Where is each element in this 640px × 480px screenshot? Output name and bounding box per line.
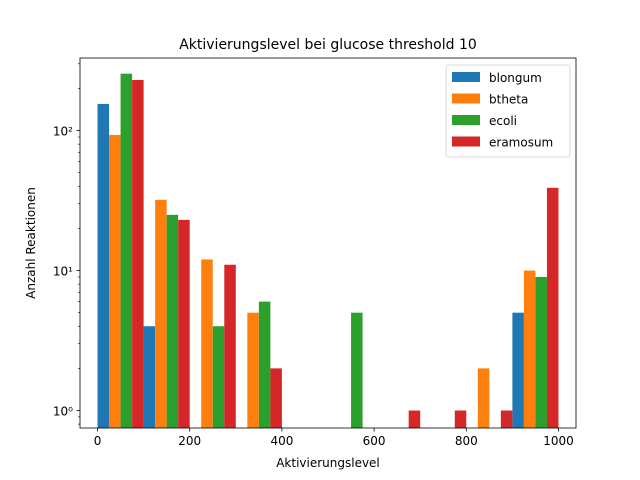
legend-label-blongum: blongum [489, 71, 542, 85]
bar-ecoli-250 [212, 326, 225, 428]
x-tick-label-400: 400 [270, 434, 293, 448]
legend-box [445, 64, 571, 158]
bars-layer [97, 73, 559, 429]
y-tick-label-1: 10⁰ [53, 405, 73, 419]
plot-frame [79, 57, 577, 429]
legend-swatch-ecoli [452, 115, 480, 125]
bar-btheta-50 [109, 134, 121, 429]
bar-btheta-150 [155, 199, 167, 428]
bar-eramosum-350 [270, 368, 282, 428]
legend-label-ecoli: ecoli [489, 114, 517, 128]
legend-swatch-blongum [452, 72, 480, 82]
x-tick-label-800: 800 [455, 434, 478, 448]
x-tick-label-200: 200 [178, 434, 201, 448]
bar-ecoli-950 [535, 276, 547, 428]
y-tick-label-10: 10¹ [53, 265, 73, 279]
bar-eramosum-850 [500, 410, 513, 428]
bar-eramosum-150 [178, 219, 190, 428]
bar-eramosum-950 [546, 187, 559, 428]
y-tick-label-100: 10² [53, 125, 73, 139]
legend-label-eramosum: eramosum [489, 136, 553, 150]
chart-title: Aktivierungslevel bei glucose threshold … [179, 37, 477, 53]
y-axis-label: Anzahl Reaktionen [24, 187, 38, 299]
bar-btheta-850 [477, 368, 490, 428]
bar-btheta-350 [247, 312, 259, 428]
bar-eramosum-650 [408, 410, 421, 428]
x-axis: 0 200 400 600 800 1000 [94, 428, 574, 448]
bar-ecoli-150 [166, 214, 179, 428]
bar-blongum-50 [97, 103, 110, 428]
bar-ecoli-350 [258, 301, 271, 428]
legend-swatch-btheta [452, 93, 480, 104]
bar-eramosum-250 [224, 264, 236, 428]
legend-swatch-eramosum [452, 136, 480, 147]
x-tick-label-600: 600 [363, 434, 386, 448]
legend-label-btheta: btheta [489, 93, 528, 107]
bar-eramosum-50 [132, 79, 144, 428]
bar-btheta-250 [201, 259, 213, 428]
bar-btheta-950 [523, 270, 536, 428]
x-tick-label-1000: 1000 [543, 434, 574, 448]
bar-ecoli-550 [351, 312, 363, 428]
bar-blongum-950 [512, 312, 524, 428]
bar-eramosum-750 [454, 410, 467, 428]
bar-blongum-150 [143, 326, 156, 428]
bar-ecoli-50 [120, 73, 133, 429]
x-tick-label-0: 0 [94, 434, 102, 448]
legend: blongum btheta ecoli eramosum [445, 64, 571, 158]
x-axis-label: Aktivierungslevel [276, 456, 380, 470]
y-axis: 10⁰ 10¹ 10² [53, 63, 80, 425]
